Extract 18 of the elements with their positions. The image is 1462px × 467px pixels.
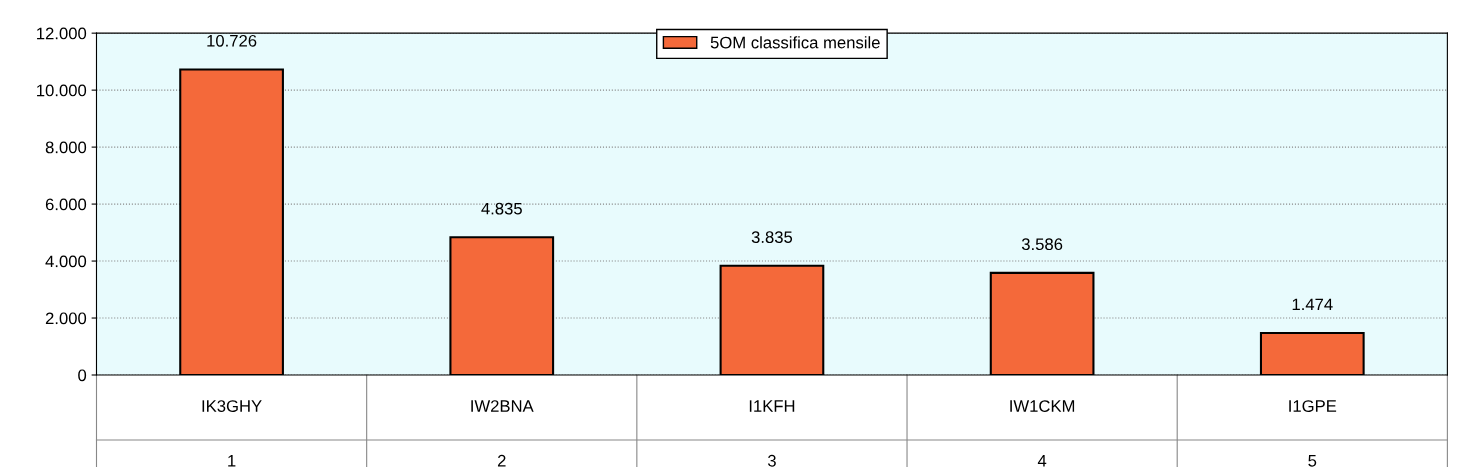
y-tick-label: 2.000 [45, 312, 87, 325]
y-tick-label: 6.000 [45, 198, 87, 211]
text: 4.835 [481, 202, 522, 215]
text: 3.586 [1021, 238, 1063, 251]
text: 1.474 [1292, 298, 1333, 311]
category-label: I1KFH 3 [749, 400, 795, 467]
y-tick-label: 8.000 [45, 141, 87, 154]
y-tick-label: 12.000 [37, 27, 87, 40]
category-label: IK3GHY 1 [202, 400, 262, 467]
y-tick-label: 0 [78, 369, 87, 382]
y-tick-label: 4.000 [45, 255, 87, 268]
text: 3.835 [751, 231, 793, 244]
legend-label: 5OM classifica mensile [710, 36, 880, 49]
y-tick-label: 10.000 [37, 84, 87, 97]
category-label: IW1CKM 4 [1010, 400, 1075, 467]
category-label: I1GPE 5 [1289, 400, 1337, 467]
text: 10.726 [207, 34, 257, 47]
category-label: IW2BNA 2 [471, 400, 534, 467]
